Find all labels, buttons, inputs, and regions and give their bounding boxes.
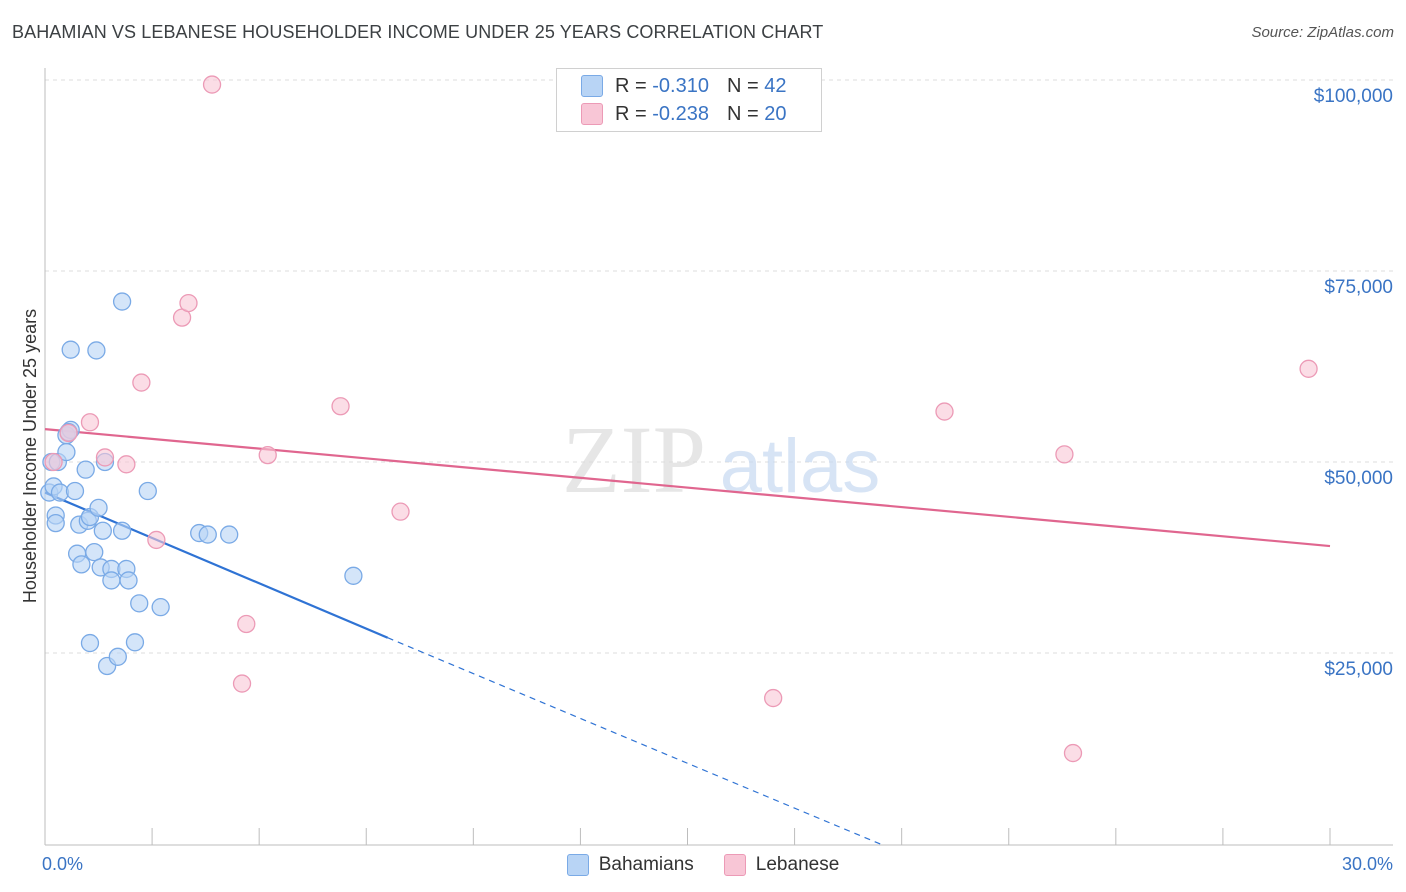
series-legend: Bahamians Lebanese: [0, 850, 1406, 880]
stats-swatch-pink: [581, 103, 603, 125]
data-point: [112, 292, 132, 311]
watermark-atlas: atlas: [720, 424, 881, 509]
trend-line-bahamians-extrapolated: [387, 637, 881, 845]
data-point: [179, 293, 198, 313]
stats-row-lebanese: R = -0.238 N = 20: [581, 100, 786, 128]
legend-item-lebanese: Lebanese: [723, 854, 840, 876]
stats-r-value: -0.310: [652, 74, 709, 97]
x-tick-label: 0.0%: [42, 854, 83, 874]
data-point: [95, 448, 115, 467]
series-bahamians: [40, 292, 363, 676]
data-point: [46, 513, 65, 533]
data-point: [130, 594, 149, 613]
data-point: [89, 498, 108, 517]
data-point: [57, 442, 76, 462]
legend-swatch-pink: [723, 854, 746, 876]
watermark: ZIP atlas: [562, 406, 880, 513]
data-point: [344, 566, 363, 585]
y-tick-label: $100,000: [1314, 86, 1393, 107]
x-tick-label: 30.0%: [1342, 854, 1393, 874]
stats-swatch-blue: [581, 75, 603, 97]
data-point: [50, 483, 70, 502]
y-tick-label: $25,000: [1324, 659, 1393, 680]
data-point: [1055, 445, 1074, 464]
trend-line-bahamians: [44, 491, 389, 639]
watermark-zip: ZIP: [562, 406, 706, 513]
data-point: [764, 688, 783, 708]
data-point: [85, 543, 104, 562]
data-point: [125, 633, 145, 652]
data-point: [117, 455, 136, 474]
data-point: [87, 341, 106, 360]
data-point: [237, 614, 256, 634]
data-point: [80, 413, 100, 432]
data-point: [61, 340, 80, 359]
data-point: [112, 521, 132, 540]
source-label: Source: ZipAtlas.com: [1251, 24, 1394, 41]
trend-lines: [44, 428, 1331, 845]
stats-n-value: 20: [764, 102, 787, 125]
data-point: [331, 397, 350, 416]
data-point: [132, 373, 151, 392]
data-point: [80, 633, 100, 653]
data-points: [40, 75, 1318, 763]
data-point: [202, 75, 222, 94]
data-point: [93, 521, 112, 540]
y-tick-label: $75,000: [1324, 277, 1393, 298]
data-point: [232, 674, 252, 693]
data-point: [76, 460, 95, 479]
data-point: [220, 525, 239, 544]
legend-label: Lebanese: [755, 854, 840, 875]
data-point: [102, 571, 121, 590]
data-point: [44, 452, 63, 472]
legend-label: Bahamians: [598, 854, 694, 875]
data-point: [151, 598, 170, 617]
stats-r-label: R =: [615, 102, 647, 125]
stats-n-label: N =: [726, 102, 759, 125]
data-point: [59, 423, 78, 443]
data-point: [119, 571, 138, 590]
stats-legend: R = -0.310 N = 42 R = -0.238 N = 20: [556, 68, 822, 132]
data-point: [108, 647, 127, 666]
series-lebanese: [44, 75, 1318, 763]
stats-n-label: N =: [726, 74, 759, 97]
chart-title: BAHAMIAN VS LEBANESE HOUSEHOLDER INCOME …: [12, 22, 824, 42]
y-axis-title: Householder Income Under 25 years: [20, 309, 40, 603]
stats-r-value: -0.238: [652, 102, 709, 125]
stats-r-label: R =: [615, 74, 647, 97]
data-point: [198, 525, 217, 544]
data-point: [72, 555, 91, 574]
data-point: [258, 445, 277, 465]
y-tick-label: $50,000: [1324, 468, 1393, 489]
stats-n-value: 42: [764, 74, 787, 97]
grid-lines: [45, 79, 1393, 654]
data-point: [1063, 743, 1083, 763]
data-point: [138, 481, 157, 501]
axis-labels: $25,000 $50,000 $75,000 $100,000 0.0% 30.0% Ho…: [20, 86, 1393, 874]
legend-swatch-blue: [566, 854, 589, 876]
legend-item-bahamians: Bahamians: [566, 854, 694, 876]
data-point: [1299, 359, 1318, 378]
data-point: [391, 502, 410, 521]
data-point: [935, 402, 954, 421]
stats-row-bahamians: R = -0.310 N = 42: [581, 72, 786, 100]
trend-line-lebanese: [44, 428, 1331, 548]
data-point: [65, 481, 85, 501]
data-point: [147, 530, 166, 550]
